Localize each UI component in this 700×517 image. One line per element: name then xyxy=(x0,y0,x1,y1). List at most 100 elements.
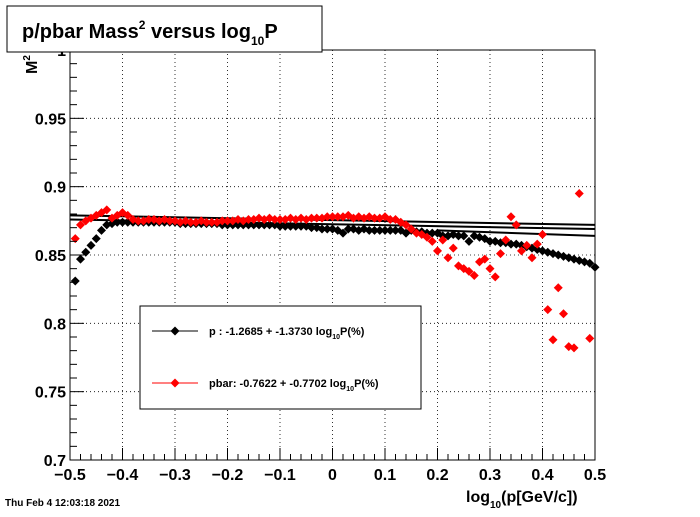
legend: p : -1.2685 + -1.3730 log10P(%)pbar: -0.… xyxy=(139,305,422,410)
chart-title: p/pbar Mass2 versus log10P xyxy=(22,18,278,48)
p-data-point xyxy=(91,234,101,244)
pbar-data-point xyxy=(312,213,322,223)
p-data-point xyxy=(485,236,495,246)
pbar-data-point xyxy=(438,235,448,245)
chart_data.legend.1.parts-part: P(%) xyxy=(354,378,379,390)
pbar-data-point xyxy=(217,216,227,226)
chart_data.title_parts-subscript: 10 xyxy=(251,34,265,48)
p-data-point xyxy=(427,228,437,238)
legend-marker-p xyxy=(170,326,180,336)
pbar-data-point xyxy=(522,240,532,250)
pbar-data-point xyxy=(496,249,505,259)
pbar-data-point xyxy=(223,216,232,226)
p-data-point xyxy=(585,258,595,268)
p-data-point xyxy=(118,217,127,227)
p-data-point xyxy=(296,221,306,231)
pbar-data-point xyxy=(559,309,568,319)
x-tick-label: −0.3 xyxy=(159,467,191,484)
chart_data.ylabel_parts-part: M xyxy=(24,61,41,74)
title-box: p/pbar Mass2 versus log10P xyxy=(6,5,323,53)
x-tick-label: −0.1 xyxy=(264,467,296,484)
pbar-data-point xyxy=(123,210,133,220)
pbar-data-point xyxy=(480,254,490,264)
p-data-point xyxy=(275,221,285,231)
y-tick-label: 0.85 xyxy=(35,248,66,265)
pbar-data-point xyxy=(501,235,511,245)
title-box-frame xyxy=(6,5,323,53)
y-tick-label: 0.75 xyxy=(35,385,66,402)
p-data-point xyxy=(464,236,474,246)
pbar-data-point xyxy=(370,213,379,223)
pbar-data-point xyxy=(532,239,542,249)
chart_data.xlabel_parts-part: log xyxy=(466,489,490,506)
chart_data.ylabel_parts-superscript: 2 xyxy=(22,55,33,61)
p-fit-line xyxy=(437,229,596,237)
p-data-point xyxy=(317,224,327,234)
pbar-data-point xyxy=(328,212,337,222)
p-data-point xyxy=(385,225,395,235)
pbar-data-point xyxy=(275,214,285,224)
p-data-point xyxy=(112,217,122,227)
chart_data.title_parts-superscript: 2 xyxy=(139,18,146,32)
pbar-data-point xyxy=(186,217,196,227)
chart_data.xlabel_parts-part: (p[GeV/c]) xyxy=(501,489,577,506)
pbar-data-point xyxy=(270,214,280,224)
p-data-point xyxy=(291,221,301,231)
pbar-data-point xyxy=(464,266,474,276)
pbar-data-point xyxy=(427,236,437,246)
timestamp: Thu Feb 4 12:03:18 2021 xyxy=(5,498,120,509)
p-data-point xyxy=(307,223,316,233)
x-axis-label: log10(p[GeV/c]) xyxy=(466,489,578,511)
pbar-data-point xyxy=(433,246,442,256)
chart_data.xlabel_parts-subscript: 10 xyxy=(490,500,502,511)
p-data-point xyxy=(343,224,353,234)
p-data-point xyxy=(70,276,80,286)
pbar-data-point xyxy=(406,224,416,234)
pbar-data-point xyxy=(574,189,584,198)
p-data-point xyxy=(249,220,259,230)
p-data-point xyxy=(286,221,295,231)
pbar-data-point xyxy=(585,333,595,343)
x-tick-label: 0 xyxy=(328,467,337,484)
pbar-data-point xyxy=(543,305,553,315)
y-tick-label: 0.95 xyxy=(35,111,66,128)
p-data-point xyxy=(76,254,85,264)
x-tick-label: 0.3 xyxy=(479,467,501,484)
pbar-data-point xyxy=(511,220,521,230)
pbar-data-point xyxy=(527,253,537,263)
y-axis-label: M2 xyxy=(22,55,41,74)
pbar-data-point xyxy=(485,264,495,274)
chart_data.title_parts-part: versus log xyxy=(145,21,251,43)
p-data-point xyxy=(364,225,374,235)
x-tick-label: −0.5 xyxy=(54,467,86,484)
p-data-point xyxy=(506,239,516,249)
pbar-data-point xyxy=(553,283,563,293)
pbar-data-point xyxy=(401,220,411,230)
p-data-point xyxy=(254,220,264,230)
pbar-data-point xyxy=(76,220,85,230)
pbar-data-point xyxy=(202,217,211,227)
p-data-point xyxy=(454,231,463,241)
pbar-data-point xyxy=(448,243,458,253)
p-data-point xyxy=(375,225,385,235)
chart_data.title_parts-part: P xyxy=(264,21,277,43)
y-tick-label: 0.8 xyxy=(44,316,66,333)
legend-label-pbar: pbar: -0.7622 + -0.7702 log10P(%) xyxy=(209,378,379,393)
x-tick-label: 0.2 xyxy=(426,467,448,484)
pbar-data-point xyxy=(569,343,579,353)
pbar-data-point xyxy=(133,216,143,226)
pbar-data-point xyxy=(322,212,332,222)
pbar-data-point xyxy=(165,216,175,226)
y-tick-label: 0.7 xyxy=(44,453,66,470)
pbar-data-point xyxy=(469,271,479,280)
chart_data.legend.0.parts-part: p : -1.2685 + -1.3730 log xyxy=(209,326,332,338)
p-data-point xyxy=(380,225,390,235)
y-tick-label: 0.9 xyxy=(44,180,66,197)
p-data-point xyxy=(86,240,96,250)
p-data-point xyxy=(322,224,332,234)
pbar-data-point xyxy=(333,212,343,222)
pbar-data-point xyxy=(443,253,453,263)
legend-frame xyxy=(139,305,422,410)
